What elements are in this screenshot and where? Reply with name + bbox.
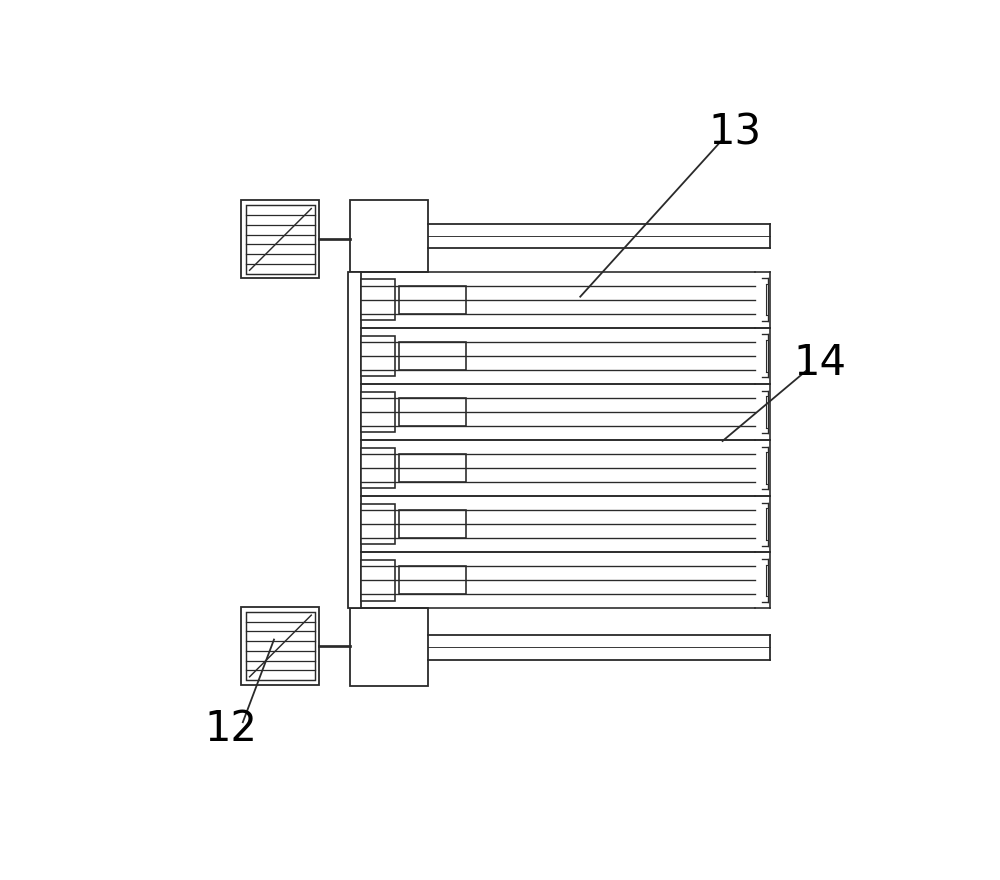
Bar — [399, 286, 466, 313]
Bar — [361, 448, 395, 488]
Bar — [246, 205, 315, 274]
Bar — [361, 280, 395, 320]
Bar — [246, 612, 315, 680]
Text: 13: 13 — [708, 112, 761, 154]
Bar — [361, 335, 395, 376]
Bar — [399, 398, 466, 426]
Text: 12: 12 — [204, 708, 257, 750]
Text: 14: 14 — [793, 342, 846, 384]
Bar — [361, 560, 395, 600]
Bar — [399, 510, 466, 539]
Bar — [399, 567, 466, 594]
Bar — [350, 201, 428, 272]
Bar — [399, 341, 466, 370]
Bar — [348, 272, 361, 608]
Bar — [361, 504, 395, 545]
Bar — [241, 201, 319, 278]
Bar — [399, 454, 466, 482]
Bar — [350, 608, 428, 686]
Bar — [241, 607, 319, 685]
Bar — [361, 392, 395, 432]
